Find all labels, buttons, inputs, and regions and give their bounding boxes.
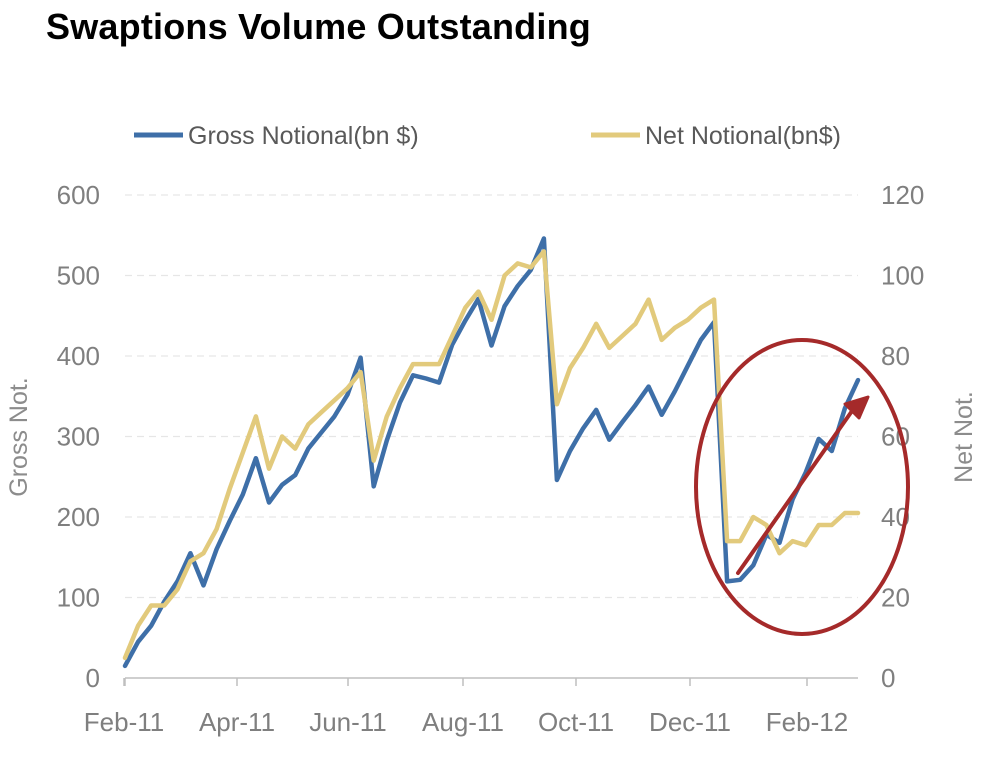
x-tick-label: Oct-11 <box>538 707 614 737</box>
y-left-tick-label: 600 <box>57 180 100 210</box>
y-right-tick-label: 100 <box>881 261 924 291</box>
y-left-tick-label: 300 <box>57 422 100 452</box>
y-left-tick-label: 0 <box>86 663 100 693</box>
legend: Gross Notional(bn $) Net Notional(bn$) <box>134 122 841 150</box>
annotation-ellipse <box>694 338 910 636</box>
series-layer <box>122 236 861 669</box>
axes: 0100200300400500600020406080100120Feb-11… <box>5 180 978 737</box>
x-tick-label: Dec-11 <box>649 707 731 737</box>
y-left-axis-title: Gross Not. <box>5 377 33 496</box>
y-right-tick-label: 80 <box>881 341 910 371</box>
y-left-tick-label: 200 <box>57 502 100 532</box>
y-right-tick-label: 20 <box>881 583 910 613</box>
y-left-tick-label: 100 <box>57 583 100 613</box>
x-tick-label: Aug-11 <box>422 707 504 737</box>
x-tick-label: Feb-12 <box>766 707 848 737</box>
gridlines <box>125 194 858 599</box>
annotation-arrow-head <box>843 395 870 420</box>
x-tick-label: Jun-11 <box>309 707 387 737</box>
x-tick-label: Apr-11 <box>199 707 275 737</box>
legend-label-net: Net Notional(bn$) <box>645 122 841 150</box>
annotation-arrow-shaft <box>736 409 854 575</box>
series-line-net-notional <box>122 249 861 661</box>
chart-title: Swaptions Volume Outstanding <box>46 6 591 47</box>
x-tick-label: Feb-11 <box>84 707 164 737</box>
annotation-layer <box>694 338 910 636</box>
y-left-tick-label: 500 <box>57 261 100 291</box>
y-right-axis-title: Net Not. <box>950 391 978 483</box>
y-right-tick-label: 0 <box>881 663 895 693</box>
legend-label-gross: Gross Notional(bn $) <box>188 122 419 150</box>
series-line-gross-notional <box>122 236 861 669</box>
y-right-tick-label: 120 <box>881 180 924 210</box>
y-left-tick-label: 400 <box>57 341 100 371</box>
